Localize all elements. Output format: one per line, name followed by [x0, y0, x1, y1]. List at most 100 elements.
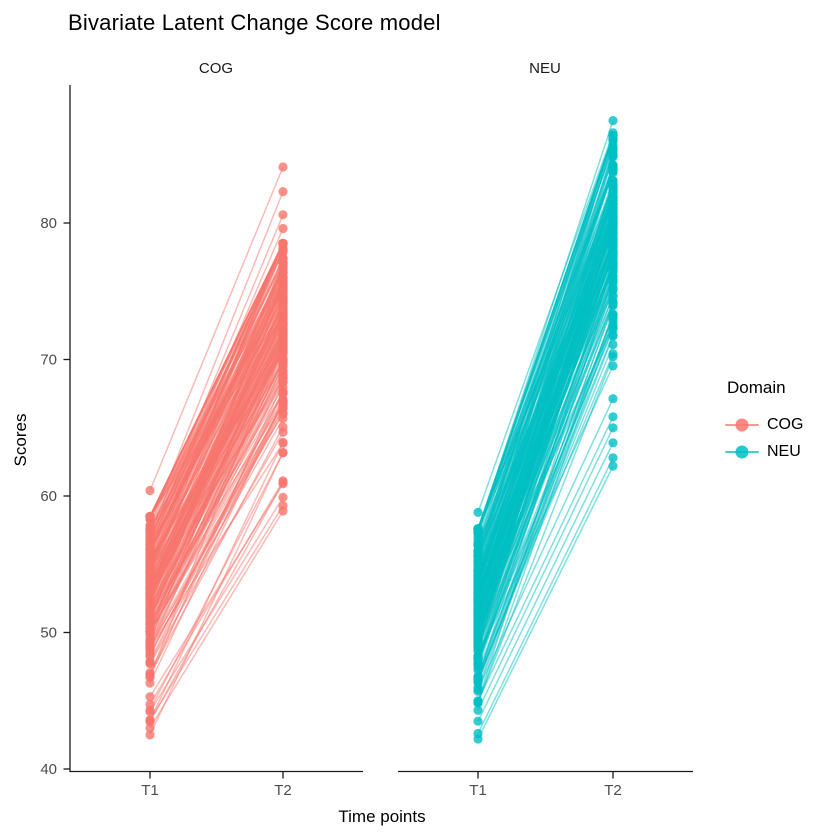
subject-point: [608, 331, 618, 341]
subject-line: [149, 404, 284, 645]
subject-point: [145, 565, 155, 575]
subject-line: [149, 243, 284, 545]
subject-point: [278, 378, 288, 388]
y-tick-label: 50: [40, 625, 57, 642]
subject-line: [477, 334, 614, 671]
subject-line: [477, 465, 614, 740]
subject-point: [278, 388, 288, 398]
legend-dot-icon: [735, 418, 749, 431]
subject-point: [145, 511, 155, 522]
subject-line: [477, 286, 614, 627]
subject-line: [149, 362, 284, 584]
subject-line: [477, 120, 614, 532]
cog-point-icon: [725, 418, 759, 432]
subject-point: [608, 453, 618, 463]
subject-point: [608, 309, 618, 319]
subject-point: [278, 344, 288, 354]
neu-series: [473, 116, 618, 744]
subject-point: [145, 485, 155, 496]
subject-point: [278, 325, 288, 335]
subject-line: [477, 313, 614, 680]
subject-point: [608, 297, 618, 307]
subject-point: [278, 371, 288, 381]
subject-point: [145, 571, 155, 582]
subject-point: [608, 224, 618, 234]
x-axis-neu: T1 T2: [398, 770, 693, 799]
subject-line: [477, 344, 614, 681]
subject-line: [149, 392, 284, 633]
subject-point: [473, 728, 483, 739]
subject-point: [608, 361, 618, 371]
subject-point: [608, 207, 618, 217]
subject-line: [149, 329, 284, 612]
x-tick-label: T1: [469, 782, 487, 799]
subject-line: [149, 497, 284, 713]
x-axis-title: Time points: [338, 807, 425, 826]
y-axis: 40 50 60 70 80: [40, 85, 71, 778]
x-axis-cog: T1 T2: [70, 770, 363, 799]
subject-point: [278, 162, 288, 172]
legend-dot-icon: [735, 445, 749, 458]
subject-line: [149, 214, 284, 535]
subject-point: [473, 573, 483, 583]
subject-point: [608, 247, 618, 257]
subject-line: [149, 510, 284, 729]
subject-point: [473, 615, 483, 625]
subject-point: [278, 254, 288, 264]
x-tick-label: T1: [141, 782, 159, 799]
legend-label-neu: NEU: [767, 442, 801, 460]
subject-point: [608, 438, 618, 448]
subject-point: [473, 665, 483, 676]
subject-point: [608, 352, 618, 362]
subject-point: [145, 636, 155, 646]
subject-line: [477, 301, 614, 650]
subject-point: [278, 262, 288, 272]
y-tick-label: 70: [40, 352, 57, 369]
subject-line: [149, 364, 284, 611]
subject-point: [278, 245, 288, 255]
subject-point: [608, 235, 618, 245]
facet-label-cog: COG: [199, 60, 233, 77]
subject-line: [477, 398, 614, 691]
subject-line: [149, 301, 284, 610]
subject-line: [149, 191, 284, 527]
subject-point: [473, 604, 483, 615]
y-tick-label: 80: [40, 215, 57, 232]
subject-point: [473, 624, 483, 634]
subject-point: [473, 652, 483, 662]
legend: Domain COG NEU: [725, 378, 803, 465]
subject-line: [149, 407, 284, 649]
facet-label-neu: NEU: [529, 60, 561, 77]
subject-point: [278, 303, 288, 314]
subject-line: [477, 281, 614, 621]
subject-point: [473, 526, 483, 537]
subject-point: [145, 730, 155, 740]
subject-point: [473, 696, 483, 706]
subject-point: [145, 553, 155, 564]
subject-point: [608, 394, 618, 404]
subject-line: [477, 318, 614, 692]
subject-line: [149, 288, 284, 542]
subject-point: [278, 284, 288, 294]
subject-point: [145, 643, 155, 653]
subject-line: [149, 452, 284, 736]
subject-point: [608, 164, 618, 174]
subject-line: [149, 426, 284, 675]
subject-line: [477, 208, 614, 614]
subject-line: [477, 132, 614, 513]
subject-line: [149, 483, 284, 698]
subject-point: [473, 639, 483, 650]
subject-line: [477, 252, 614, 610]
subject-point: [473, 685, 483, 695]
subject-point: [278, 438, 288, 448]
subject-point: [278, 403, 288, 413]
subject-point: [608, 412, 618, 422]
subject-point: [278, 362, 288, 372]
subject-line: [477, 269, 614, 615]
subject-line: [477, 416, 614, 702]
y-tick-label: 60: [40, 488, 57, 505]
subject-point: [608, 339, 618, 350]
x-tick-label: T2: [604, 782, 622, 799]
subject-point: [473, 539, 483, 549]
